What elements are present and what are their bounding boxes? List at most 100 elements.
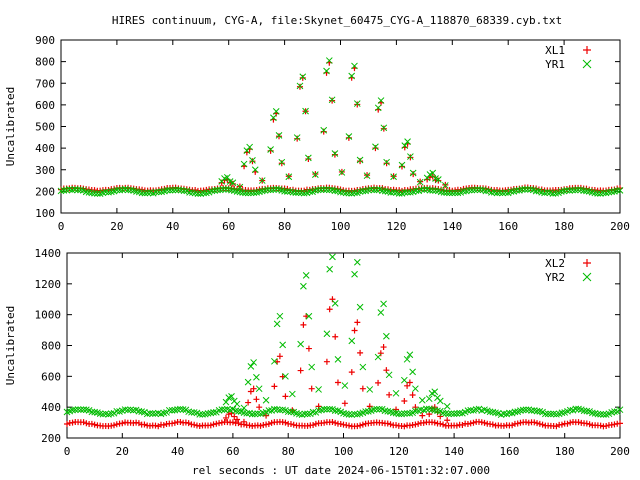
data-point-YR2 bbox=[177, 405, 184, 413]
data-point-YR2 bbox=[99, 410, 107, 418]
data-point-YR1 bbox=[423, 174, 431, 182]
data-point-YR1 bbox=[166, 186, 174, 194]
data-point-XL2 bbox=[351, 327, 358, 334]
data-point-YR1 bbox=[404, 188, 411, 196]
data-point-YR2 bbox=[348, 337, 356, 345]
y-tick-label: 800 bbox=[41, 340, 61, 353]
data-point-XL1 bbox=[329, 97, 336, 104]
data-point-YR2 bbox=[400, 376, 408, 384]
data-point-XL2 bbox=[406, 379, 413, 386]
data-point-YR1 bbox=[416, 178, 424, 186]
data-point-YR1 bbox=[543, 189, 551, 196]
data-point-YR1 bbox=[605, 188, 613, 196]
x-tick-label: 200 bbox=[610, 445, 630, 458]
data-point-YR1 bbox=[169, 186, 177, 194]
x-tick-label: 0 bbox=[64, 445, 71, 458]
data-point-YR1 bbox=[222, 185, 230, 193]
data-point-YR1 bbox=[278, 158, 286, 166]
data-point-XL2 bbox=[119, 420, 126, 427]
data-point-YR1 bbox=[314, 186, 322, 194]
x-tick-label: 160 bbox=[498, 220, 518, 233]
data-point-XL2 bbox=[88, 420, 95, 427]
data-point-YR1 bbox=[152, 188, 160, 196]
data-point-YR2 bbox=[323, 405, 331, 413]
data-point-YR2 bbox=[221, 406, 228, 413]
y-tick-label: 200 bbox=[35, 185, 55, 198]
data-point-YR2 bbox=[398, 410, 405, 418]
data-point-YR2 bbox=[233, 400, 241, 408]
data-point-YR1 bbox=[295, 189, 302, 196]
data-point-YR1 bbox=[229, 179, 237, 187]
data-point-XL1 bbox=[410, 171, 417, 178]
data-point-XL1 bbox=[407, 154, 414, 161]
data-point-YR1 bbox=[571, 186, 579, 194]
data-point-YR2 bbox=[611, 408, 618, 415]
data-point-YR1 bbox=[356, 156, 364, 164]
data-point-YR2 bbox=[74, 406, 82, 413]
data-point-YR1 bbox=[426, 186, 434, 194]
data-point-YR1 bbox=[298, 189, 305, 197]
data-point-YR1 bbox=[404, 138, 411, 145]
y-tick-label: 100 bbox=[35, 207, 55, 220]
data-point-XL2 bbox=[597, 422, 604, 429]
data-point-YR1 bbox=[443, 189, 451, 196]
data-point-YR1 bbox=[175, 186, 182, 194]
data-point-YR2 bbox=[179, 406, 187, 413]
data-point-YR2 bbox=[251, 410, 259, 418]
y-tick-label: 400 bbox=[35, 142, 55, 155]
data-point-YR2 bbox=[550, 410, 557, 418]
data-point-XL2 bbox=[111, 422, 118, 429]
data-point-YR1 bbox=[390, 173, 397, 181]
data-point-YR2 bbox=[244, 378, 252, 386]
data-point-YR2 bbox=[297, 340, 304, 348]
chart-title: HIRES continuum, CYG-A, file:Skynet_6047… bbox=[112, 14, 562, 27]
data-point-XL2 bbox=[276, 353, 283, 360]
data-point-YR2 bbox=[377, 309, 385, 316]
data-point-YR1 bbox=[374, 104, 382, 112]
data-point-YR1 bbox=[289, 188, 297, 196]
data-point-YR2 bbox=[312, 409, 320, 416]
data-point-XL2 bbox=[359, 421, 366, 428]
data-point-YR1 bbox=[454, 189, 462, 197]
data-point-YR1 bbox=[496, 189, 504, 197]
data-point-YR1 bbox=[448, 189, 456, 197]
data-point-XL1 bbox=[294, 135, 301, 142]
data-point-XL2 bbox=[419, 412, 426, 419]
data-point-YR1 bbox=[372, 143, 379, 151]
data-point-YR2 bbox=[279, 406, 287, 414]
data-point-XL2 bbox=[534, 420, 541, 427]
data-point-XL2 bbox=[583, 420, 590, 427]
data-point-YR1 bbox=[172, 186, 179, 194]
data-point-YR2 bbox=[240, 404, 248, 412]
y-tick-label: 1000 bbox=[35, 309, 62, 322]
data-point-YR2 bbox=[331, 407, 339, 414]
data-point-YR2 bbox=[366, 386, 374, 393]
data-point-XL2 bbox=[375, 379, 382, 386]
x-tick-label: 40 bbox=[166, 220, 179, 233]
data-point-YR1 bbox=[429, 169, 437, 177]
data-point-YR1 bbox=[432, 187, 439, 194]
data-point-YR1 bbox=[302, 107, 309, 115]
data-point-YR1 bbox=[200, 189, 207, 197]
data-point-YR2 bbox=[204, 410, 212, 417]
data-point-YR1 bbox=[219, 185, 227, 193]
data-point-XL2 bbox=[489, 421, 496, 428]
data-point-XL2 bbox=[253, 396, 260, 403]
data-point-YR2 bbox=[572, 405, 580, 413]
data-point-YR1 bbox=[488, 189, 495, 196]
legend-marker-YR1 bbox=[582, 59, 592, 69]
data-point-YR1 bbox=[451, 189, 459, 197]
data-point-YR1 bbox=[583, 187, 590, 195]
data-point-XL2 bbox=[437, 413, 444, 420]
data-point-XL2 bbox=[357, 422, 364, 429]
data-point-XL1 bbox=[345, 134, 352, 141]
data-point-YR2 bbox=[88, 408, 96, 416]
data-point-XL2 bbox=[234, 416, 241, 423]
data-point-XL1 bbox=[305, 155, 312, 162]
data-point-YR2 bbox=[262, 396, 270, 404]
data-point-XL2 bbox=[247, 388, 254, 395]
data-point-YR2 bbox=[232, 407, 240, 415]
data-point-YR1 bbox=[323, 67, 330, 75]
y-tick-label: 600 bbox=[41, 370, 61, 383]
data-point-XL2 bbox=[354, 319, 361, 326]
